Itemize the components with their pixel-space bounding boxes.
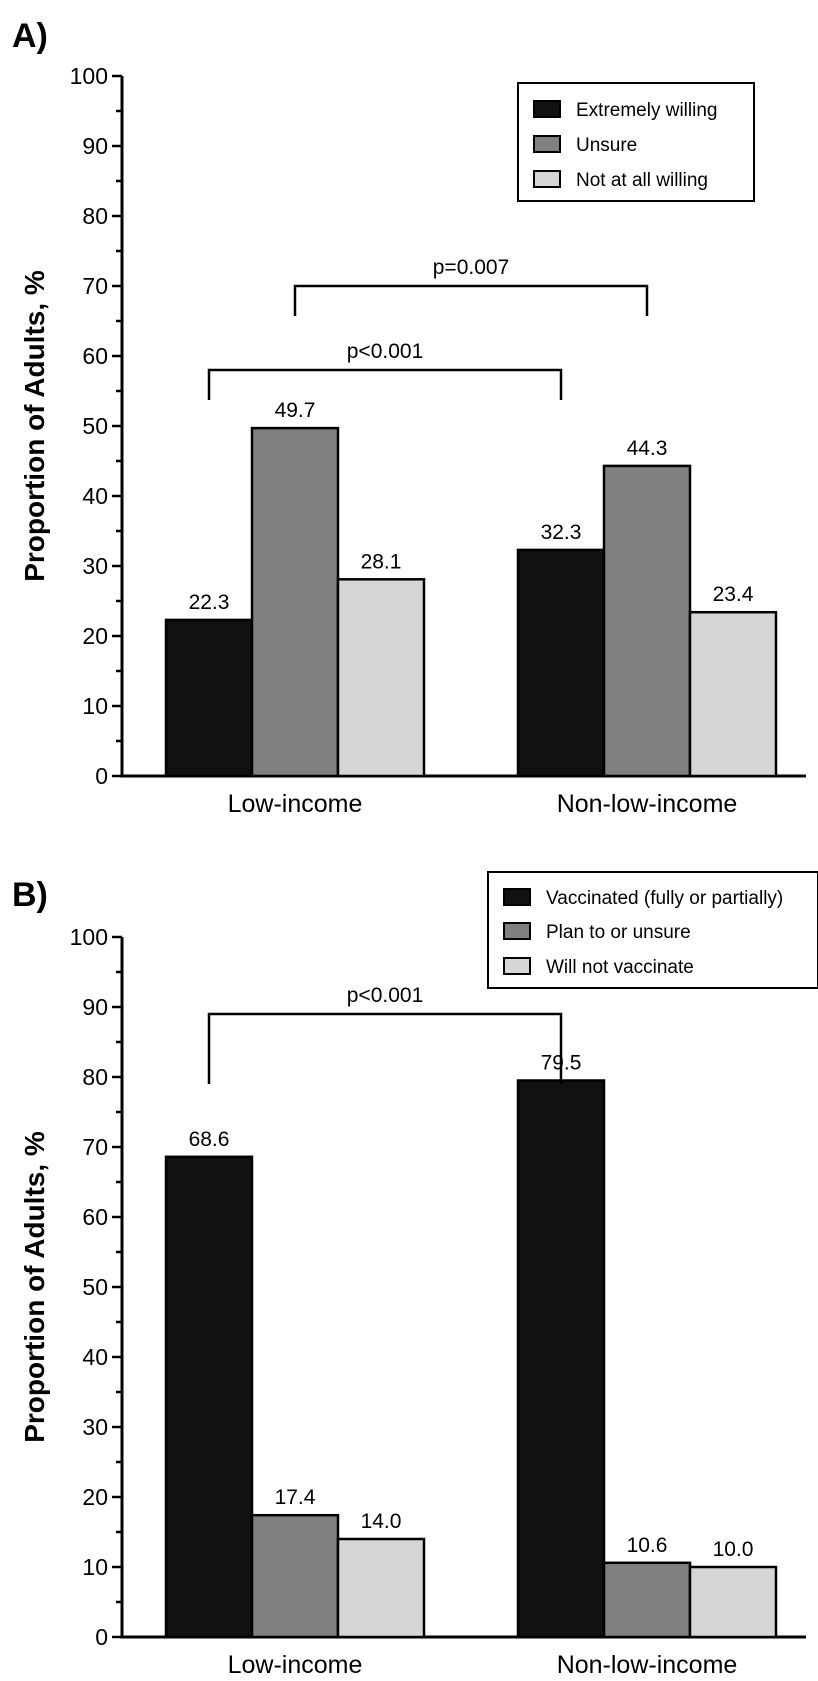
legend-swatch-gray [503,922,531,940]
legend: Vaccinated (fully or partially) Plan to o… [487,871,818,989]
y-tick-label: 60 [82,1204,108,1230]
p-value-label: p<0.001 [347,984,424,1007]
bar-black [516,1079,606,1639]
y-tick-label: 100 [70,924,108,950]
bar-black [164,1155,254,1639]
legend-entry-label: Vaccinated (fully or partially) [546,888,783,909]
bar-value-label: 10.0 [713,1538,754,1561]
x-category-label: Non-low-income [557,1651,738,1679]
bar-lightgray [336,1537,426,1639]
bar-lightgray [688,610,778,778]
legend-entry-label: Plan to or unsure [546,922,691,943]
bar-value-label: 44.3 [627,437,668,460]
legend-swatch-black [503,888,531,906]
bar-value-label: 32.3 [541,521,582,544]
chart-panel-a: A) Proportion of Adults, % 0 10 20 30 40 50 60 70… [12,17,806,818]
significance-bracket [293,284,649,316]
y-tick-label: 90 [82,994,108,1020]
bar-value-label: 14.0 [361,1510,402,1533]
legend-swatch-lightgray [503,957,531,975]
x-category-label: Low-income [228,1651,363,1679]
y-axis-label: Proportion of Adults, % [19,1131,50,1443]
bar-value-label: 23.4 [713,583,754,606]
y-tick-label: 50 [82,413,108,439]
p-value-label: p=0.007 [433,256,510,279]
bar-gray [602,1561,692,1639]
y-tick-label: 50 [82,1274,108,1300]
y-tick-label: 90 [82,133,108,159]
y-tick-label: 40 [82,483,108,509]
legend-swatch-gray [533,135,561,153]
p-value-label: p<0.001 [347,340,424,363]
chart-panel-b: B) Proportion of Adults, % 0 10 20 30 40 50 60 70… [12,871,818,1679]
bar-lightgray [336,578,426,778]
panel-label: A) [12,17,48,55]
bar-black [516,548,606,778]
y-tick-label: 80 [82,1064,108,1090]
y-tick-label: 0 [95,763,108,789]
y-tick-label: 10 [82,693,108,719]
bar-value-label: 17.4 [275,1486,316,1509]
panel-label: B) [12,876,48,914]
bar-black [164,618,254,778]
bar-lightgray [688,1565,778,1639]
legend-swatch-black [533,100,561,118]
bar-value-label: 28.1 [361,550,402,573]
y-tick-label: 100 [70,63,108,89]
legend-entry-label: Extremely willing [576,100,717,121]
y-tick-label: 70 [82,1134,108,1160]
y-tick-label: 30 [82,1414,108,1440]
x-category-label: Low-income [228,790,363,818]
bar-gray [250,426,340,778]
y-tick-label: 60 [82,343,108,369]
y-tick-label: 20 [82,623,108,649]
x-category-label: Non-low-income [557,790,738,818]
bar-value-label: 10.6 [627,1534,668,1557]
bar-gray [250,1513,340,1639]
y-tick-label: 30 [82,553,108,579]
y-tick-label: 40 [82,1344,108,1370]
legend-entry-label: Unsure [576,135,637,156]
y-tick-label: 10 [82,1554,108,1580]
legend-box [487,871,818,989]
y-tick-label: 80 [82,203,108,229]
y-tick-label: 0 [95,1624,108,1650]
bar-value-label: 68.6 [189,1128,230,1151]
legend: Extremely willing Unsure Not at all willin… [517,82,755,202]
bar-value-label: 22.3 [189,591,230,614]
legend-entry-label: Will not vaccinate [546,957,694,978]
significance-bracket [207,368,563,400]
legend-entry-label: Not at all willing [576,170,708,191]
y-tick-label: 20 [82,1484,108,1510]
y-tick-label: 70 [82,273,108,299]
significance-bracket [207,1012,563,1084]
bar-value-label: 49.7 [275,399,316,422]
bar-gray [602,464,692,778]
legend-swatch-lightgray [533,170,561,188]
y-axis-label: Proportion of Adults, % [19,270,50,582]
